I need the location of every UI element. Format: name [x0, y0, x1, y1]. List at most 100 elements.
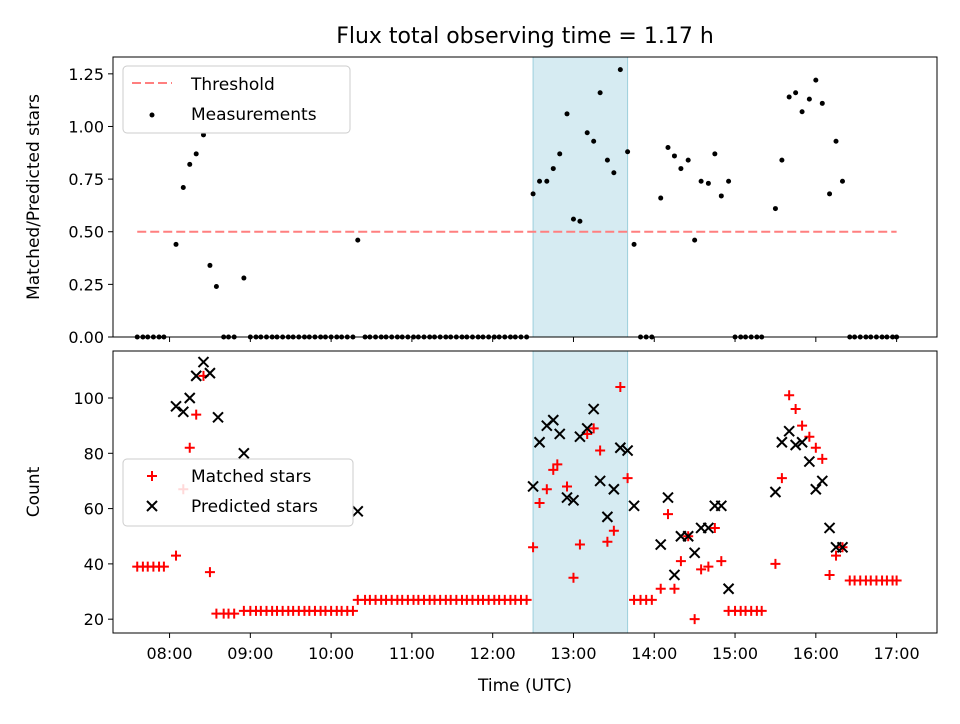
- y-tick-label: 40: [84, 555, 104, 574]
- matched-stars-point: [824, 569, 835, 580]
- legend-measurements-swatch: [149, 112, 155, 118]
- matched-stars-point: [831, 550, 842, 561]
- predicted-stars-point: [668, 569, 681, 581]
- measurement-point: [591, 138, 597, 144]
- matched-stars-point: [552, 459, 563, 470]
- measurement-point: [658, 195, 664, 201]
- measurement-point: [705, 180, 711, 186]
- measurement-point: [671, 153, 677, 159]
- matched-stars-point: [646, 594, 657, 605]
- predicted-stars-point: [715, 500, 728, 512]
- x-tick-label: 17:00: [874, 644, 920, 663]
- matched-stars-point: [615, 381, 626, 392]
- legend-measurements-label: Measurements: [191, 105, 317, 125]
- axes-frame: [112, 56, 938, 338]
- matched-stars-point: [204, 567, 215, 578]
- measurement-point: [833, 138, 839, 144]
- predicted-stars-point: [621, 444, 634, 457]
- predicted-stars-point: [561, 491, 573, 504]
- x-axis-label: Time (UTC): [477, 676, 572, 696]
- matched-stars-point: [784, 390, 795, 401]
- matched-stars-point: [602, 536, 613, 547]
- y-tick-label: 100: [73, 389, 104, 408]
- measurement-point: [611, 170, 617, 176]
- predicted-stars-point: [662, 491, 674, 504]
- measurement-point: [712, 151, 718, 157]
- predicted-stars-point: [823, 522, 836, 534]
- measurement-point: [726, 178, 732, 184]
- y-tick-label: 20: [84, 610, 104, 629]
- measurement-point: [213, 283, 219, 289]
- legend-matched-label: Matched stars: [191, 467, 311, 487]
- legend-top-box: [122, 65, 351, 134]
- predicted-stars-point: [204, 367, 216, 379]
- matched-stars-point: [229, 608, 240, 619]
- matched-stars-point: [770, 558, 781, 569]
- bottom-y-axis-label: Count: [24, 466, 44, 517]
- matched-stars-point: [521, 594, 532, 605]
- matched-stars-point: [608, 525, 619, 536]
- matched-stars-point: [669, 583, 680, 594]
- observing-window-span: [532, 56, 629, 338]
- measurement-point: [793, 90, 799, 96]
- measurement-point: [779, 157, 785, 163]
- matched-stars-point: [689, 614, 700, 625]
- y-tick-label: 60: [84, 500, 104, 519]
- measurement-point: [173, 241, 179, 247]
- measurement-point: [570, 216, 576, 222]
- x-tick-label: 12:00: [470, 644, 516, 663]
- measurement-point: [772, 206, 778, 212]
- x-tick-label: 13:00: [550, 644, 596, 663]
- predicted-stars-point: [190, 370, 202, 382]
- predicted-stars-point: [170, 400, 182, 413]
- y-tick-label: 0.75: [68, 170, 104, 189]
- top-panel: 0.00 0.25 0.50 0.75 1.00 1.25 Threshold Measure…: [68, 56, 938, 347]
- predicted-stars-point: [177, 406, 189, 418]
- measurement-point: [241, 275, 247, 281]
- predicted-stars-point: [803, 455, 816, 468]
- legend-matched-swatch: [147, 471, 157, 481]
- predicted-stars-point: [688, 547, 701, 559]
- measurement-point: [718, 193, 724, 199]
- legend-predicted-label: Predicted stars: [191, 497, 318, 517]
- matched-stars-point: [655, 583, 666, 594]
- legend-bottom-box: [122, 458, 354, 527]
- measurement-point: [698, 178, 704, 184]
- matched-stars-point: [562, 481, 573, 492]
- matched-stars-point: [588, 423, 599, 434]
- predicted-stars-point: [614, 442, 627, 454]
- measurement-point: [799, 109, 805, 115]
- measurement-point: [806, 96, 812, 102]
- matched-stars-point: [568, 572, 579, 583]
- predicted-stars-point: [789, 439, 802, 451]
- measurement-point: [665, 145, 671, 151]
- predicted-stars-point: [776, 436, 788, 448]
- measurement-point: [200, 132, 206, 138]
- matched-stars-point: [703, 561, 714, 572]
- predicted-stars-point: [527, 480, 539, 493]
- chart-title: Flux total observing time = 1.17 h: [336, 24, 714, 49]
- x-tick-label: 08:00: [146, 644, 192, 663]
- measurement-point: [564, 111, 570, 117]
- matched-stars-point: [675, 556, 686, 567]
- measurement-point: [839, 178, 845, 184]
- measurement-point: [550, 166, 556, 172]
- y-tick-label: 0.50: [68, 223, 104, 242]
- matched-stars-point: [595, 445, 606, 456]
- measurement-point: [207, 262, 213, 268]
- matched-stars-point: [790, 404, 801, 415]
- matched-stars-point: [716, 556, 727, 567]
- measurement-point: [537, 178, 543, 184]
- predicted-stars-point: [594, 475, 606, 487]
- legend-predicted-swatch: [146, 500, 158, 512]
- predicted-stars-point: [628, 500, 640, 512]
- measurement-point: [692, 237, 698, 243]
- x-tick-label: 10:00: [308, 644, 354, 663]
- y-tick-label: 0.00: [68, 328, 104, 347]
- matched-stars-point: [709, 522, 720, 533]
- matched-stars-point: [541, 484, 552, 495]
- measurement-point: [187, 161, 193, 167]
- measurement-point: [813, 77, 819, 83]
- matched-stars-point: [756, 605, 767, 616]
